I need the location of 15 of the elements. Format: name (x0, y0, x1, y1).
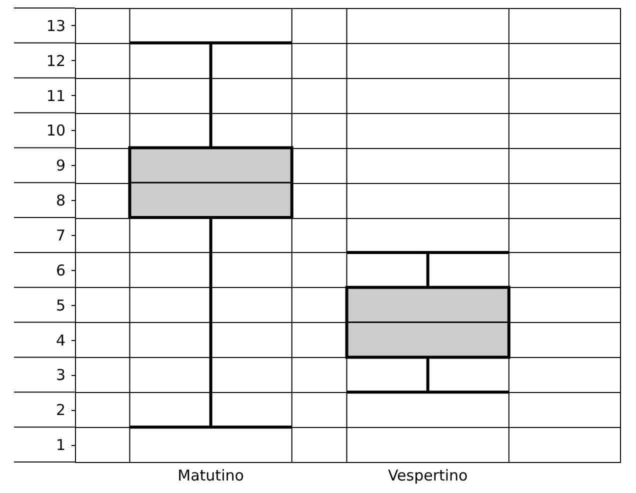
y-tick-label: 6 (56, 261, 66, 280)
y-tick-label: 1 (56, 436, 66, 454)
y-tick-label: 10 (46, 122, 66, 140)
x-tick-label: Vespertino (388, 466, 468, 484)
y-tick-label: 2 (56, 401, 66, 420)
y-tick-label: 7 (56, 226, 66, 244)
y-tick-label: 4 (56, 331, 66, 350)
y-tick-label: 8 (56, 192, 66, 210)
y-tick-label: 3 (56, 366, 66, 384)
y-tick-label: 13 (46, 16, 66, 35)
x-tick-label: Matutino (178, 466, 244, 484)
y-tick-label: 12 (46, 52, 66, 70)
y-tick-label: 5 (56, 296, 66, 314)
y-tick-label: 9 (56, 156, 66, 175)
y-tick-label: 11 (46, 86, 66, 105)
